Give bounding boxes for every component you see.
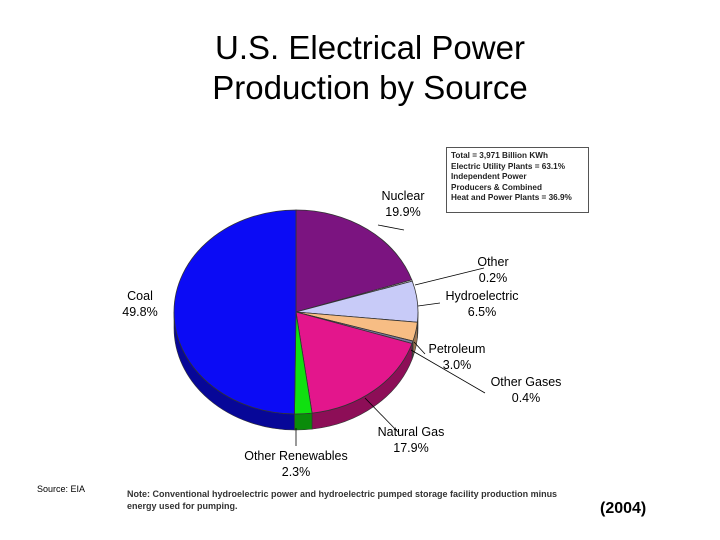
slice-label-petroleum: Petroleum [429, 342, 486, 356]
leader-line-petroleum [413, 341, 426, 355]
info-independent-2: Producers & Combined [451, 182, 542, 192]
slice-label-other-gases: Other Gases [491, 375, 562, 389]
slice-value-hydroelectric: 6.5% [468, 305, 497, 319]
year-label: (2004) [600, 500, 647, 517]
info-total: Total = 3,971 Billion KWh [451, 151, 548, 160]
info-independent-3: Heat and Power Plants = 36.9% [451, 193, 572, 203]
leader-line-natural-gas [364, 397, 399, 433]
slice-label-nuclear: Nuclear [381, 189, 424, 203]
pie-side-other-renewables [294, 412, 313, 431]
slice-value-nuclear: 19.9% [385, 205, 420, 219]
slice-value-coal: 49.8% [122, 305, 157, 319]
chart-title-line-1: U.S. Electrical Power [215, 29, 525, 66]
footnote: Note: Conventional hydroelectric power a… [127, 489, 558, 511]
leader-line-hydroelectric [417, 302, 441, 307]
slice-value-petroleum: 3.0% [443, 358, 472, 372]
chart-title-line-2: Production by Source [212, 69, 528, 106]
slice-value-other-gases: 0.4% [512, 391, 541, 405]
slice-label-hydroelectric: Hydroelectric [446, 289, 519, 303]
slice-label-other-renewables: Other Renewables [244, 449, 348, 463]
info-utility: Electric Utility Plants = 63.1% [451, 161, 565, 171]
source-text: Source: EIA [37, 484, 86, 494]
leader-line-other [414, 267, 485, 286]
info-independent-1: Independent Power [451, 172, 527, 182]
pie-slice-coal [173, 209, 297, 415]
slice-value-other-renewables: 2.3% [282, 465, 311, 479]
pie-slice-natural-gas [295, 311, 413, 414]
pie-slice-nuclear [295, 209, 413, 313]
slice-label-coal: Coal [127, 289, 153, 303]
slice-label-other: Other [477, 255, 508, 269]
leader-line-nuclear [377, 224, 405, 231]
leader-line-other-gases [410, 349, 486, 394]
info-box: Total = 3,971 Billion KWh Electric Utili… [446, 147, 589, 213]
chart-title: U.S. Electrical Power Production by Sour… [120, 28, 620, 108]
slice-value-natural-gas: 17.9% [393, 441, 428, 455]
slice-label-natural-gas: Natural Gas [378, 425, 445, 439]
slice-value-other: 0.2% [479, 271, 508, 285]
